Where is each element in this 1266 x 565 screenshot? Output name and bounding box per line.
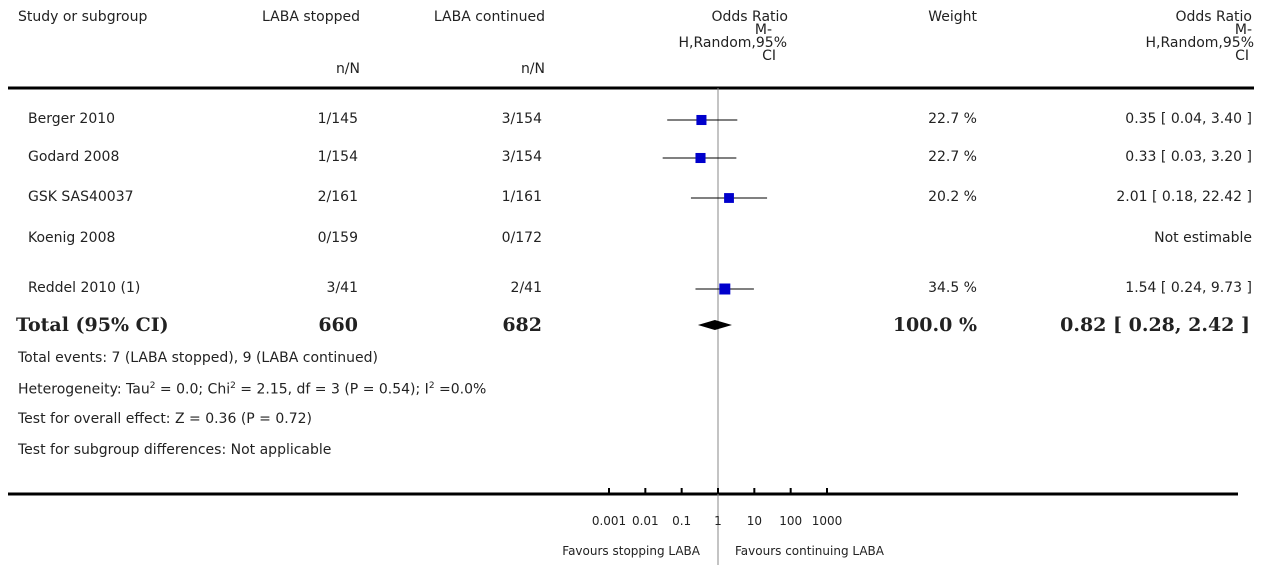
header-or-text-2: M- bbox=[1234, 22, 1252, 38]
study-or-text: 1.54 [ 0.24, 9.73 ] bbox=[1125, 280, 1252, 296]
study-exp: 1/145 bbox=[317, 111, 358, 127]
favours-left-label: Favours stopping LABA bbox=[562, 544, 700, 558]
header-or-text-4: CI bbox=[1235, 48, 1249, 64]
study-or-text: Not estimable bbox=[1154, 230, 1252, 246]
overall-effect-text: Test for overall effect: Z = 0.36 (P = 0… bbox=[18, 411, 312, 427]
favours-right-label: Favours continuing LABA bbox=[735, 544, 884, 558]
axis-tick-label: 100 bbox=[779, 514, 802, 528]
study-weight: 34.5 % bbox=[928, 280, 977, 296]
heterogeneity-part: =0.0% bbox=[434, 381, 487, 398]
study-weight: 22.7 % bbox=[928, 111, 977, 127]
header-or-plot-3: H,Random,95% bbox=[678, 35, 787, 51]
study-weight: 22.7 % bbox=[928, 149, 977, 165]
axis-tick-label: 1000 bbox=[812, 514, 843, 528]
axis-tick-label: 0.001 bbox=[592, 514, 626, 528]
study-ctrl: 3/154 bbox=[501, 149, 542, 165]
study-exp: 1/154 bbox=[317, 149, 358, 165]
effect-square bbox=[696, 114, 707, 126]
header-or-plot-4: CI bbox=[762, 48, 776, 64]
study-name: Reddel 2010 (1) bbox=[28, 280, 141, 296]
axis-tick-label: 10 bbox=[747, 514, 762, 528]
superscript: 2 bbox=[149, 381, 156, 391]
header-or-plot-2: M- bbox=[754, 22, 772, 38]
study-exp: 0/159 bbox=[317, 230, 358, 246]
superscript: 2 bbox=[230, 381, 236, 391]
header-or-text-1: Odds Ratio bbox=[1175, 9, 1252, 25]
study-ctrl: 2/41 bbox=[510, 280, 542, 296]
study-ctrl: 0/172 bbox=[501, 230, 542, 246]
study-exp: 3/41 bbox=[326, 280, 358, 296]
header-or-plot-1: Odds Ratio bbox=[711, 9, 788, 25]
effect-square bbox=[724, 193, 734, 203]
total-weight: 100.0 % bbox=[892, 314, 977, 336]
header-ctrl: LABA continued bbox=[433, 9, 545, 25]
total-events-text: Total events: 7 (LABA stopped), 9 (LABA … bbox=[18, 350, 378, 366]
study-ctrl: 1/161 bbox=[501, 189, 542, 205]
total-label: Total (95% CI) bbox=[16, 314, 169, 336]
total-or-text: 0.82 [ 0.28, 2.42 ] bbox=[1060, 314, 1250, 336]
superscript: 2 bbox=[428, 381, 435, 391]
total-ctrl: 682 bbox=[502, 314, 542, 336]
axis-tick-label: 0.1 bbox=[672, 514, 691, 528]
total-exp: 660 bbox=[318, 314, 358, 336]
total-diamond bbox=[697, 320, 732, 330]
study-name: Koenig 2008 bbox=[28, 230, 116, 246]
study-or-text: 0.33 [ 0.03, 3.20 ] bbox=[1125, 149, 1252, 165]
subgroup-differences-text: Test for subgroup differences: Not appli… bbox=[18, 442, 332, 458]
header-exp: LABA stopped bbox=[262, 9, 360, 25]
heterogeneity-text: Heterogeneity: Tau2 = 0.0; Chi2 = 2.15, … bbox=[18, 381, 486, 398]
header-exp-sub: n/N bbox=[335, 61, 360, 77]
study-name: Godard 2008 bbox=[28, 149, 120, 165]
heterogeneity-part: = 0.0; Chi bbox=[155, 381, 231, 398]
study-weight: 20.2 % bbox=[928, 189, 977, 205]
study-name: Berger 2010 bbox=[28, 111, 116, 127]
header-ctrl-sub: n/N bbox=[520, 61, 545, 77]
study-or-text: 2.01 [ 0.18, 22.42 ] bbox=[1116, 189, 1252, 205]
heterogeneity-part: Heterogeneity: Tau bbox=[18, 381, 150, 398]
study-exp: 2/161 bbox=[317, 189, 358, 205]
header-weight: Weight bbox=[928, 9, 977, 25]
header-study: Study or subgroup bbox=[18, 9, 148, 25]
axis-tick-label: 0.01 bbox=[632, 514, 659, 528]
effect-square bbox=[719, 283, 731, 295]
study-or-text: 0.35 [ 0.04, 3.40 ] bbox=[1125, 111, 1252, 127]
effect-square bbox=[695, 152, 706, 164]
study-name: GSK SAS40037 bbox=[28, 189, 134, 205]
axis-tick-label: 1 bbox=[714, 514, 722, 528]
heterogeneity-part: = 2.15, df = 3 (P = 0.54); I bbox=[235, 381, 429, 398]
study-ctrl: 3/154 bbox=[501, 111, 542, 127]
header-or-text-3: H,Random,95% bbox=[1145, 35, 1254, 51]
